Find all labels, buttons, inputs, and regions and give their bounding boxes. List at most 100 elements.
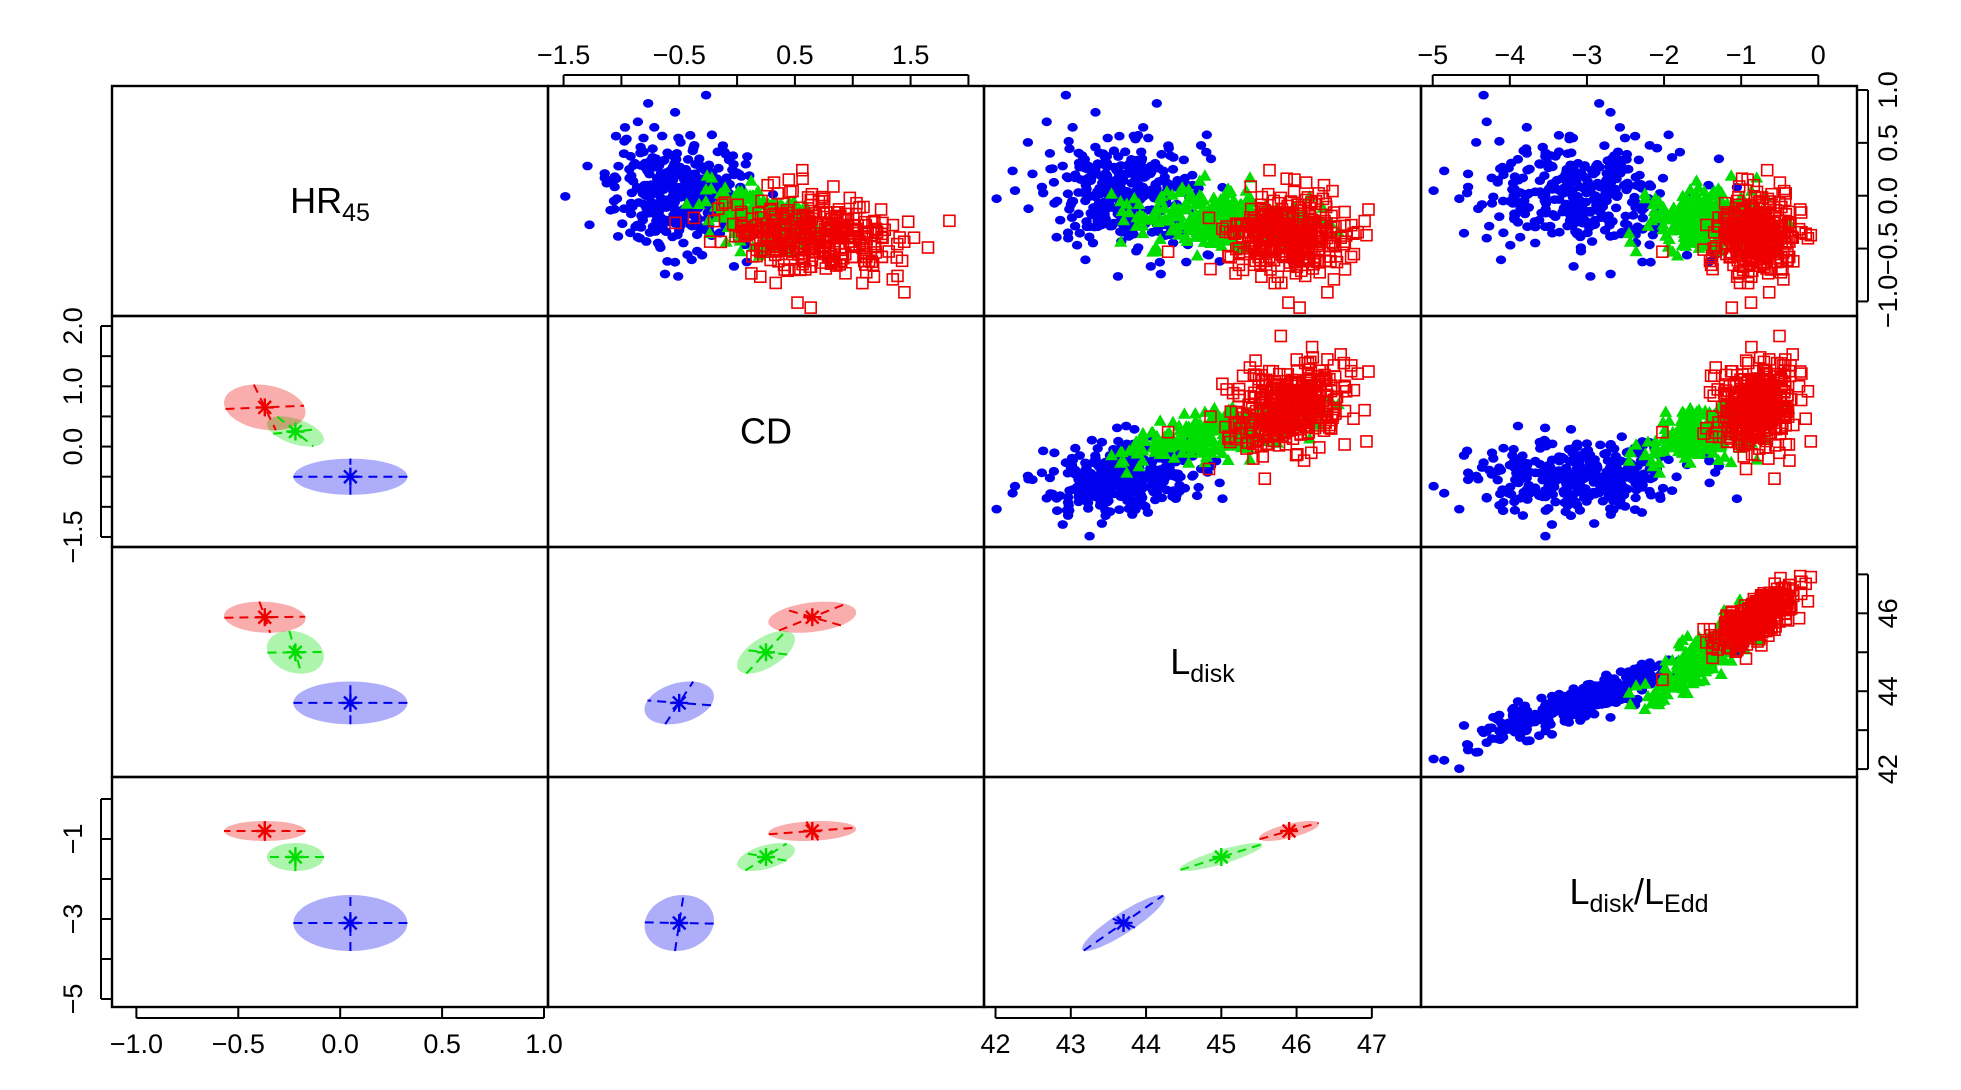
- red-point: [1765, 187, 1778, 201]
- green-point: [1136, 219, 1150, 231]
- green-point: [1691, 224, 1705, 236]
- red-point: [1761, 192, 1775, 206]
- red-point: [1707, 241, 1720, 255]
- red-point: [867, 270, 881, 284]
- blue-point: [1022, 138, 1034, 147]
- blue-point: [1187, 471, 1198, 481]
- blue-point: [1663, 455, 1674, 465]
- blue-point: [673, 133, 684, 143]
- blue-point: [1167, 238, 1179, 248]
- red-point: [1778, 384, 1791, 398]
- blue-point: [1495, 255, 1507, 265]
- blue-point: [1534, 159, 1546, 169]
- blue-point: [1195, 141, 1207, 150]
- red-point: [857, 246, 871, 259]
- red-point: [1256, 244, 1270, 257]
- green-point: [731, 184, 745, 197]
- blue-point: [582, 161, 593, 171]
- blue-point: [1605, 232, 1616, 241]
- green-point: [1690, 405, 1704, 417]
- blue-point: [1074, 228, 1086, 238]
- blue-point: [1511, 196, 1523, 206]
- blue-point: [1585, 272, 1596, 281]
- green-point: [1193, 174, 1207, 186]
- green-point: [1718, 450, 1732, 462]
- blue-point: [1165, 151, 1176, 161]
- red-point: [843, 191, 857, 205]
- green-point: [1153, 414, 1167, 426]
- red-point: [1303, 215, 1316, 229]
- blue-point: [641, 203, 653, 213]
- blue-point: [1462, 475, 1474, 485]
- red-point: [1287, 412, 1300, 426]
- blue-point: [1601, 175, 1612, 185]
- blue-point: [1530, 238, 1541, 248]
- red-point: [1750, 185, 1764, 199]
- blue-point: [1478, 90, 1489, 100]
- blue-point: [1610, 203, 1622, 213]
- green-point: [1679, 213, 1693, 225]
- blue-point: [1494, 136, 1505, 146]
- red-point: [1229, 267, 1242, 280]
- blue-point: [1428, 481, 1439, 491]
- red-point: [857, 254, 871, 268]
- red-point: [1799, 412, 1812, 426]
- blue-point: [1154, 257, 1166, 267]
- red-point: [1161, 245, 1175, 258]
- blue-point: [1143, 133, 1154, 143]
- red-point: [1730, 414, 1743, 428]
- green-point: [1197, 235, 1211, 247]
- green-point: [751, 184, 765, 196]
- blue-point: [1081, 217, 1092, 226]
- blue-point: [1530, 187, 1541, 197]
- blue-point: [1663, 130, 1674, 140]
- blue-point: [1085, 475, 1097, 485]
- blue-point: [1144, 471, 1155, 480]
- blue-point: [1090, 107, 1101, 117]
- red-point: [1731, 401, 1745, 414]
- red-point: [769, 276, 783, 290]
- green-point: [1234, 197, 1248, 210]
- blue-point: [1041, 493, 1052, 503]
- red-point: [1740, 436, 1754, 450]
- green-point: [1185, 223, 1199, 235]
- green-point: [1750, 453, 1764, 465]
- scatter-panel: [1428, 329, 1818, 541]
- red-point: [1271, 270, 1285, 284]
- red-point: [1254, 198, 1268, 212]
- red-point: [783, 244, 797, 257]
- green-point: [718, 181, 732, 193]
- red-point: [1313, 441, 1326, 454]
- blue-point: [1129, 158, 1140, 168]
- red-point: [1259, 378, 1272, 391]
- blue-point: [1205, 154, 1217, 164]
- blue-point: [1023, 204, 1034, 214]
- blue-point: [728, 262, 740, 271]
- red-point: [1327, 359, 1341, 372]
- blue-point: [1481, 493, 1492, 503]
- blue-point: [1630, 203, 1641, 212]
- blue-point: [1074, 162, 1085, 172]
- blue-point: [1550, 212, 1561, 222]
- green-point: [1120, 197, 1134, 209]
- green-point: [744, 174, 758, 186]
- green-point: [1179, 196, 1193, 209]
- blue-point: [621, 134, 632, 144]
- red-point: [1801, 384, 1815, 398]
- red-point: [1287, 185, 1301, 199]
- green-point: [1243, 453, 1257, 465]
- green-point: [1686, 194, 1700, 206]
- red-point: [1347, 412, 1360, 426]
- scatter-panel: [560, 90, 956, 314]
- red-point: [1743, 412, 1756, 426]
- green-point: [1188, 407, 1202, 419]
- red-point: [849, 207, 863, 221]
- red-point: [1295, 413, 1308, 427]
- blue-point: [1105, 475, 1117, 485]
- blue-point: [1044, 149, 1056, 158]
- blue-point: [1036, 468, 1048, 478]
- green-point: [1683, 401, 1697, 414]
- green-point: [1153, 232, 1167, 244]
- scatter-point-layer: [560, 90, 1818, 773]
- blue-point: [1534, 215, 1545, 225]
